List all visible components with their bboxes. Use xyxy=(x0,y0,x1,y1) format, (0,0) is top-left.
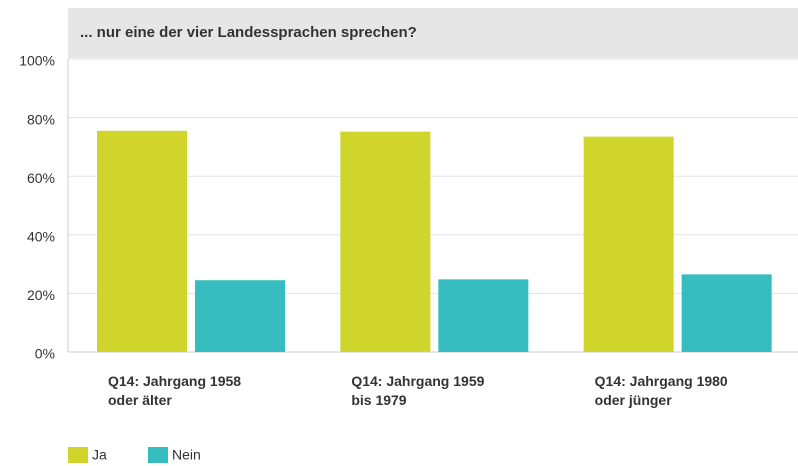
legend-label: Nein xyxy=(172,447,201,463)
bar xyxy=(438,279,529,352)
legend-label: Ja xyxy=(92,447,107,463)
bar xyxy=(97,130,187,352)
legend-swatch xyxy=(148,447,168,463)
title-bar xyxy=(68,8,798,58)
bar xyxy=(195,280,285,352)
y-tick-label: 0% xyxy=(35,346,55,362)
bar xyxy=(583,136,674,352)
y-tick-label: 40% xyxy=(27,229,55,245)
bar xyxy=(681,274,772,352)
x-tick-label: Q14: Jahrgang 1958 oder älter xyxy=(108,373,242,408)
legend-swatch xyxy=(68,447,88,463)
x-tick-label: Q14: Jahrgang 1959 bis 1979 xyxy=(351,373,485,408)
y-tick-label: 60% xyxy=(27,170,55,186)
x-tick-label: Q14: Jahrgang 1980 oder jünger xyxy=(594,373,728,408)
bar xyxy=(340,131,431,352)
chart-title: ... nur eine der vier Landessprachen spr… xyxy=(80,24,417,41)
y-tick-label: 100% xyxy=(19,53,55,69)
y-tick-label: 80% xyxy=(27,111,55,127)
y-tick-label: 20% xyxy=(27,287,55,303)
